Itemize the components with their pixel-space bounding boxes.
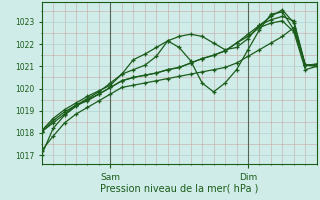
X-axis label: Pression niveau de la mer( hPa ): Pression niveau de la mer( hPa ) [100, 183, 258, 193]
